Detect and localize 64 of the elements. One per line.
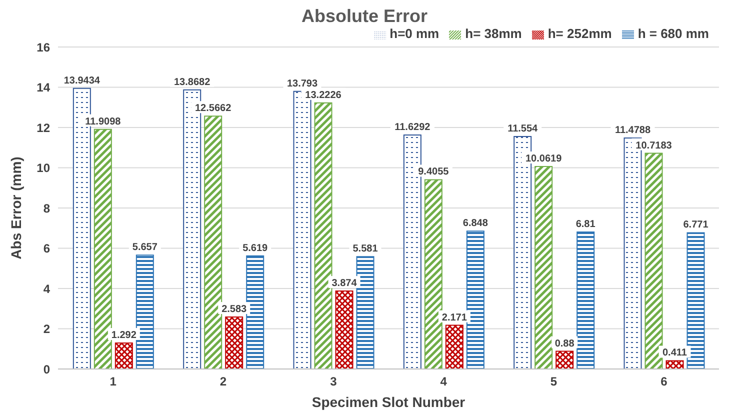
y-tick-label: 2 <box>43 322 50 336</box>
bar <box>136 254 154 369</box>
data-label: 6.848 <box>462 218 488 230</box>
data-label: 10.0619 <box>526 154 562 165</box>
bar <box>576 231 595 369</box>
chart-title: Absolute Error <box>300 6 429 27</box>
data-label: 2.583 <box>222 304 248 316</box>
x-tick-label: 6 <box>660 374 668 389</box>
bar <box>114 342 133 369</box>
y-tick-label: 4 <box>43 282 50 296</box>
y-tick-label: 16 <box>36 40 50 54</box>
bar <box>534 166 553 369</box>
y-tick-label: 6 <box>43 242 50 256</box>
data-label: 0.88 <box>554 338 575 350</box>
legend-label: h= 252mm <box>548 26 612 41</box>
bar <box>314 102 332 369</box>
bar <box>445 324 464 369</box>
x-tick-label: 4 <box>440 374 448 389</box>
y-tick-label: 14 <box>36 80 50 95</box>
bar <box>246 255 264 369</box>
data-label: 5.581 <box>352 244 378 255</box>
bar <box>666 360 684 369</box>
data-label: 13.9434 <box>64 75 100 86</box>
data-label: 1.292 <box>111 330 137 341</box>
legend-label: h = 680 mm <box>638 26 709 41</box>
bar <box>94 128 112 369</box>
data-label: 0.411 <box>662 348 688 359</box>
bar <box>335 290 354 369</box>
y-tick-label: 8 <box>43 201 50 216</box>
legend-label: h= 38mm <box>465 26 522 41</box>
data-label: 11.9098 <box>85 116 122 128</box>
data-label: 5.619 <box>242 242 268 254</box>
data-label: 11.554 <box>508 123 538 134</box>
y-tick-label: 0 <box>43 362 50 376</box>
y-axis-title: Abs Error (mm) <box>8 156 24 260</box>
data-label: 3.874 <box>332 278 358 290</box>
x-tick-label: 2 <box>220 374 227 389</box>
data-label: 12.5662 <box>195 103 232 114</box>
bar <box>204 116 222 369</box>
bar <box>556 350 574 369</box>
bar <box>356 256 374 369</box>
x-axis-title: Specimen Slot Number <box>312 394 466 410</box>
bar <box>466 230 484 369</box>
data-label: 2.171 <box>442 312 468 324</box>
data-label: 10.7183 <box>636 140 672 152</box>
x-tick-label: 5 <box>550 374 558 389</box>
data-label: 13.8682 <box>174 76 211 88</box>
y-tick-label: 10 <box>36 161 50 176</box>
data-label: 13.2226 <box>305 90 342 101</box>
data-label: 9.4055 <box>418 166 450 178</box>
data-label: 6.81 <box>576 218 596 230</box>
data-label: 5.657 <box>132 242 158 254</box>
bar <box>424 179 442 369</box>
data-label: 11.6292 <box>394 122 431 133</box>
x-tick-label: 1 <box>110 374 117 389</box>
y-tick-label: 12 <box>36 120 50 135</box>
bar <box>644 152 663 369</box>
bar <box>686 232 705 369</box>
bar <box>225 316 244 369</box>
data-label: 6.771 <box>683 220 709 231</box>
legend-label: h=0 mm <box>390 26 440 41</box>
data-label: 13.793 <box>286 78 318 90</box>
x-tick-label: 3 <box>330 374 338 389</box>
data-label: 11.4788 <box>614 124 651 136</box>
